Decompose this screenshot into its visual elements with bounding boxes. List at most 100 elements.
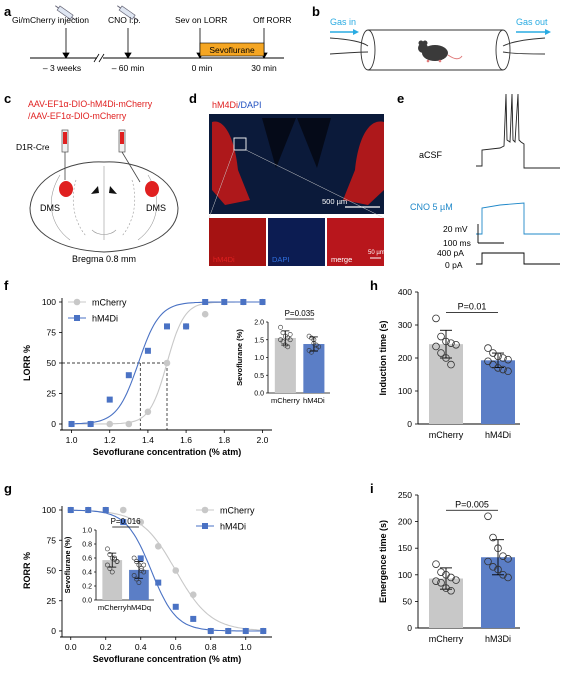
y-tick-label: 50 [403,596,413,606]
p-value-label: P=0.035 [285,309,316,318]
virus-label-1: AAV-EF1α-DIO-hM4Di-mCherry [28,99,153,109]
zoom-line [208,149,235,219]
x-axis-label: Sevoflurane concentration (% atm) [93,447,242,457]
legend-label: hM4Di [220,522,246,532]
data-point-hm4di [144,347,151,354]
panel-letter-h: h [370,278,378,293]
inset-bar-chart: 0.0 0.5 1.0 1.5 2.0 Sevoflurane (%) mCherry hM4… [235,309,330,405]
y-tick-label: 75 [47,328,57,338]
inset-data-point [282,342,288,348]
data-point [442,354,450,362]
x-tick-label: 0.2 [100,642,112,652]
label-cno: CNO i.p. [108,15,141,25]
inset-data-point [285,335,291,341]
image-title: hM4Di/DAPI [212,100,262,110]
cno-label: CNO 5 µM [410,202,453,212]
data-point-hm4di [68,421,75,427]
dose-response-chart-g: 0 25 50 75 100 0.0 0.2 0.4 0.6 0.8 1.0 Sevoflurane … [22,505,272,664]
dms-left-injection [59,181,73,197]
y-tick-label: 0 [51,419,56,429]
label-gas-out: Gas out [516,17,548,27]
data-point [442,584,450,592]
data-point-mcherry [119,506,127,514]
inset-bar [274,337,296,393]
dose-response-chart-f: 0 25 50 75 100 1.0 1.2 1.4 1.6 1.8 2.0 Sevoflurane … [22,297,330,457]
y-tick-label: 50 [47,358,57,368]
data-point [484,557,492,566]
data-point [484,344,492,352]
chamber [329,29,546,71]
inset-data-point [309,335,314,341]
inset-data-point [306,333,312,339]
data-point-hm4di [202,299,209,305]
data-point-hm4di [242,628,249,634]
inset-data-point [136,580,142,585]
data-point [494,352,502,361]
data-point [437,568,445,576]
y-tick-label: 150 [398,543,412,553]
data-point [432,342,440,351]
data-point-mcherry [137,518,145,526]
category-label: hM3Di [485,634,511,644]
data-point-mcherry [125,420,133,428]
time-label: 0 min [192,63,213,73]
data-point [489,533,497,542]
inset-label: DAPI [272,255,290,264]
data-point-hm4di [207,628,214,634]
syringe-icon [55,5,77,21]
data-point-hm4di [102,507,109,513]
inset-data-point [105,562,110,568]
y-axis-label: RORR % [22,552,32,589]
data-point [494,565,502,574]
inset-data-point [136,562,142,568]
inset-data-point [306,347,312,353]
category-label: hM4Di [485,430,511,440]
inset-bar-chart: 0.0 0.2 0.4 0.6 0.8 1.0 Sevoflurane (%) mCherry… [63,517,154,612]
data-point [432,577,440,585]
inset-data-point [109,555,115,561]
data-point-hm4di [260,628,267,634]
data-point [447,573,455,582]
x-tick-label: 1.6 [180,435,192,445]
timeline-break [93,53,100,63]
charts: 0 25 50 75 100 1.0 1.2 1.4 1.6 1.8 2.0 Sevoflurane … [22,287,520,664]
inset-bar [102,560,123,600]
panel-e: e aCSF CNO 5 µM 20 mV 100 ms 400 pA 0 pA [397,91,560,270]
inset-y-tick-label: 0.0 [254,391,264,398]
y-tick-label: 0 [407,419,412,429]
y-tick-label: 100 [398,570,412,580]
y-tick-label: 75 [47,535,57,545]
data-point [432,560,440,568]
virus-label-2: /AAV-EF1α-DIO-mCherry [28,111,127,121]
data-point-mcherry [154,543,162,550]
inset-data-point [278,337,283,343]
panel-letter-e: e [397,91,404,106]
data-point-hm4di [155,579,162,586]
label-gas-in: Gas in [330,17,356,27]
x-tick-label: 1.4 [142,435,154,445]
bar [481,360,515,424]
p-value-label: P=0.005 [455,499,489,509]
panel-letter-f: f [4,278,9,293]
syringe-icon [61,129,69,180]
bar-chart-i: 0 50 100 150 200 250 Emergence time (s) mCherry… [378,490,520,644]
data-point-hm4di [259,299,266,305]
data-point [499,570,507,579]
time-label: – 3 weeks [43,63,81,73]
inset-data-point [278,324,283,330]
data-point-hm4di [221,299,228,305]
ventricle-left [262,118,296,168]
panel-letter-d: d [189,91,197,106]
panel-letter-b: b [312,4,320,19]
inset-category-label: mCherry [271,396,300,405]
inset-y-axis-label: Sevoflurane (%) [235,329,244,386]
x-tick-label: 1.2 [104,435,116,445]
data-point [494,544,502,552]
inset-hm4di [209,218,266,266]
dms-right-injection [145,181,159,197]
y-tick-label: 25 [47,389,57,399]
bregma-label: Bregma 0.8 mm [72,254,136,264]
inset-y-tick-label: 1.0 [82,528,92,535]
time-label: 30 min [251,63,277,73]
